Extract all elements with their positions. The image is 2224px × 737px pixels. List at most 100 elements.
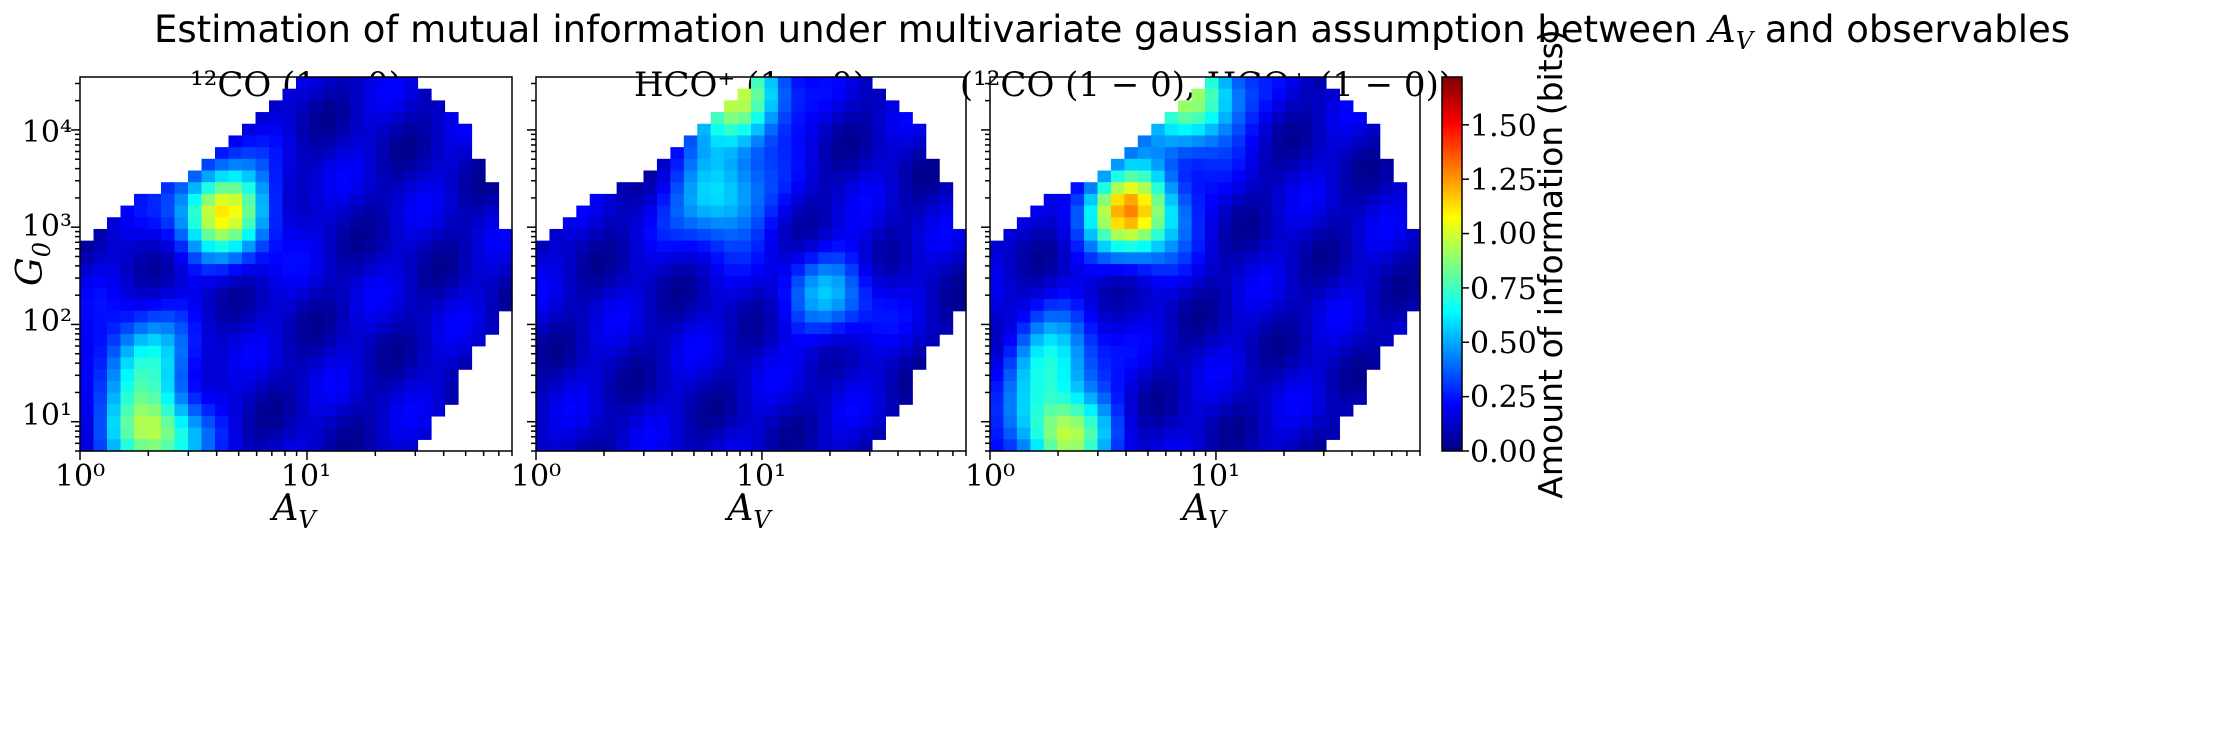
heatmap-cell	[282, 439, 297, 452]
heatmap-cell	[990, 252, 1005, 265]
heatmap-cell	[952, 275, 967, 288]
heatmap-cell	[1245, 252, 1260, 265]
heatmap-cell	[589, 427, 604, 440]
heatmap-cell	[296, 427, 311, 440]
heatmap-cell	[576, 345, 591, 359]
heatmap-cell	[161, 252, 176, 265]
heatmap-cell	[1178, 345, 1193, 359]
heatmap-cell	[269, 170, 284, 183]
heatmap-cell	[845, 310, 860, 324]
heatmap-cell	[845, 228, 860, 242]
heatmap-cell	[1205, 228, 1220, 242]
heatmap-cell	[630, 182, 645, 195]
heatmap-cell	[161, 275, 176, 288]
heatmap-cell	[1137, 170, 1152, 183]
heatmap-cell	[336, 193, 351, 207]
heatmap-cell	[390, 193, 405, 207]
heatmap-cell	[377, 100, 392, 113]
heatmap-cell	[282, 322, 297, 335]
heatmap-cell	[616, 427, 631, 440]
heatmap-cell	[818, 404, 833, 417]
heatmap-cell	[562, 404, 577, 417]
heatmap-cell	[363, 100, 378, 113]
heatmap-cell	[1084, 264, 1099, 277]
heatmap-cell	[1110, 275, 1125, 288]
heatmap-cell	[174, 205, 189, 218]
heatmap-cell	[431, 100, 446, 113]
heatmap-cell	[228, 193, 243, 207]
heatmap-cell	[562, 439, 577, 452]
heatmap-cell	[309, 345, 324, 359]
heatmap-cell	[764, 264, 779, 277]
heatmap-cell	[1258, 275, 1273, 288]
heatmap-cell	[1016, 439, 1031, 452]
heatmap-cell	[737, 193, 752, 207]
heatmap-cell	[417, 217, 432, 230]
heatmap-cell	[1191, 334, 1206, 347]
heatmap-cell	[697, 345, 712, 359]
heatmap-cell	[697, 334, 712, 347]
heatmap-cell	[201, 170, 216, 183]
heatmap-cell	[242, 135, 257, 148]
heatmap-cell	[871, 415, 886, 429]
heatmap-cell	[1084, 182, 1099, 195]
heatmap-cell	[485, 205, 500, 218]
heatmap-cell	[1218, 369, 1233, 382]
heatmap-cell	[363, 182, 378, 195]
heatmap-cell	[188, 380, 203, 394]
heatmap-cell	[643, 345, 658, 359]
heatmap-cell	[549, 264, 564, 277]
heatmap-cell	[431, 123, 446, 137]
heatmap-cell	[683, 182, 698, 195]
heatmap-cell	[1070, 380, 1085, 394]
heatmap-cell	[818, 439, 833, 452]
colorbar-tick-label-1: 0.25	[1470, 380, 1537, 415]
heatmap-cell	[1299, 228, 1314, 242]
heatmap-cell	[1137, 135, 1152, 148]
heatmap-cell	[1110, 264, 1125, 277]
heatmap-cell	[363, 77, 378, 90]
heatmap-cell	[804, 275, 819, 288]
heatmap-cell	[228, 158, 243, 172]
heatmap-cell	[1393, 299, 1408, 312]
heatmap-cell	[1151, 240, 1166, 253]
heatmap-cell	[1191, 88, 1206, 101]
heatmap-cell	[1097, 264, 1112, 277]
heatmap-cell	[1231, 193, 1246, 207]
heatmap-cell	[1110, 357, 1125, 370]
heatmap-cell	[845, 252, 860, 265]
heatmap-cell	[1339, 334, 1354, 347]
heatmap-cell	[1285, 427, 1300, 440]
heatmap-cell	[764, 369, 779, 382]
heatmap-cell	[603, 357, 618, 370]
heatmap-cell	[1272, 123, 1287, 137]
heatmap-cell	[431, 147, 446, 160]
heatmap-cell	[751, 228, 766, 242]
heatmap-cell	[1218, 275, 1233, 288]
heatmap-cell	[107, 240, 122, 253]
heatmap-cell	[1164, 228, 1179, 242]
heatmap-cell	[242, 123, 257, 137]
heatmap-cell	[1084, 217, 1099, 230]
heatmap-cell	[710, 380, 725, 394]
heatmap-cell	[431, 310, 446, 324]
heatmap-cell	[1178, 205, 1193, 218]
heatmap-cell	[323, 427, 338, 440]
heatmap-cell	[1325, 252, 1340, 265]
heatmap-cell	[751, 310, 766, 324]
heatmap-cell	[1258, 123, 1273, 137]
heatmap-cell	[643, 205, 658, 218]
heatmap-cell	[737, 228, 752, 242]
heatmap-cell	[296, 415, 311, 429]
heatmap-cell	[296, 275, 311, 288]
heatmap-cell	[1097, 287, 1112, 300]
heatmap-cell	[1245, 264, 1260, 277]
heatmap-cell	[724, 193, 739, 207]
heatmap-cell	[791, 334, 806, 347]
heatmap-cell	[93, 439, 108, 452]
heatmap-cell	[458, 252, 473, 265]
heatmap-cell	[161, 439, 176, 452]
heatmap-cell	[697, 415, 712, 429]
heatmap-cell	[390, 427, 405, 440]
heatmap-cell	[363, 322, 378, 335]
